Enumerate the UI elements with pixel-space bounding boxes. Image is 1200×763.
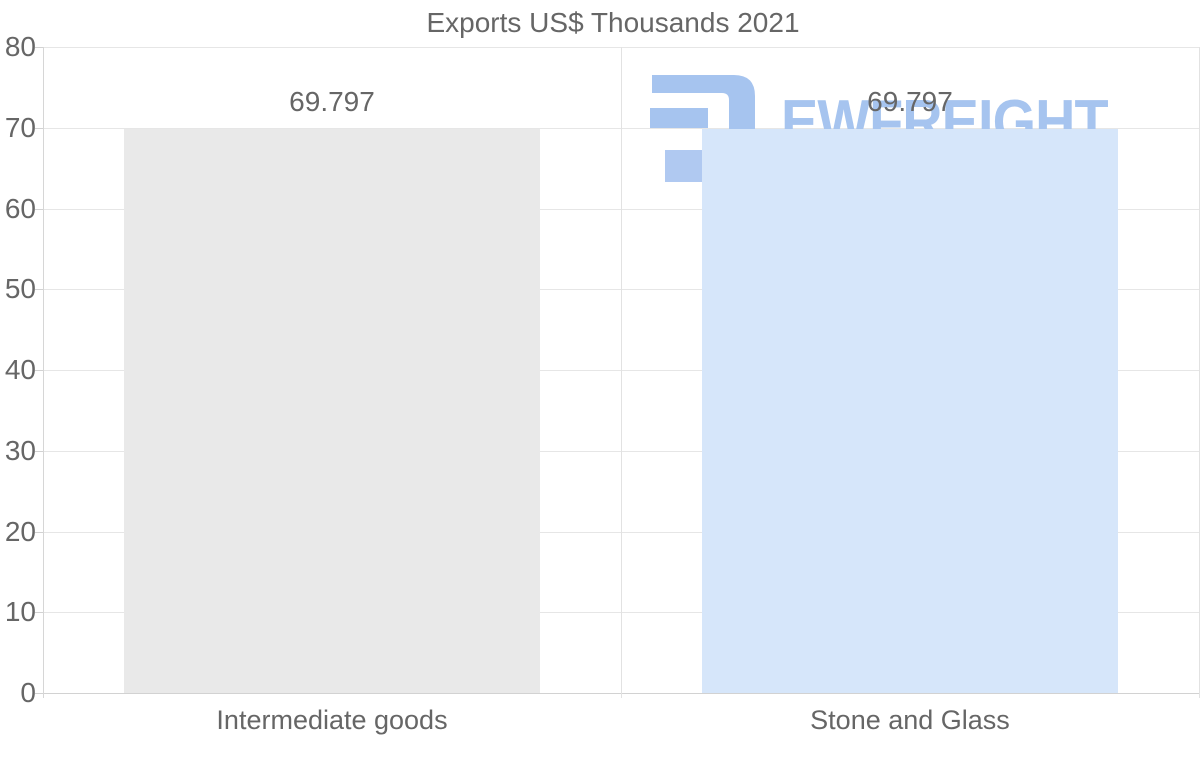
- bar-value-label: 69.797: [867, 86, 953, 118]
- x-category-label: Intermediate goods: [216, 705, 448, 735]
- y-axis-tick: [35, 127, 43, 129]
- y-axis-tick: [35, 47, 43, 48]
- y-axis-label: 60: [4, 192, 36, 224]
- bar-intermediate-goods: [124, 129, 540, 693]
- y-axis-label: 80: [4, 31, 36, 62]
- chart-title: Exports US$ Thousands 2021: [426, 7, 800, 38]
- gridline-vertical: [621, 47, 622, 698]
- y-axis-label: 70: [4, 111, 36, 143]
- y-axis-label: 20: [4, 515, 36, 547]
- y-axis-tick: [35, 531, 43, 533]
- y-axis-label: 30: [4, 434, 36, 466]
- y-axis-tick: [35, 612, 43, 614]
- y-axis-label: 50: [4, 273, 36, 305]
- y-axis-label: 40: [4, 354, 36, 385]
- y-axis-tick: [35, 208, 43, 210]
- x-category-label: Stone and Glass: [810, 705, 1010, 735]
- y-axis-label: 0: [20, 677, 36, 708]
- y-axis-line: [43, 47, 44, 698]
- bar-value-label: 69.797: [289, 86, 375, 118]
- bar-stone-and-glass: [702, 129, 1118, 693]
- y-axis-tick: [35, 450, 43, 452]
- y-axis-tick: [35, 693, 43, 694]
- y-axis-label: 10: [4, 596, 36, 628]
- y-axis-tick: [35, 289, 43, 291]
- y-axis-tick: [35, 370, 43, 371]
